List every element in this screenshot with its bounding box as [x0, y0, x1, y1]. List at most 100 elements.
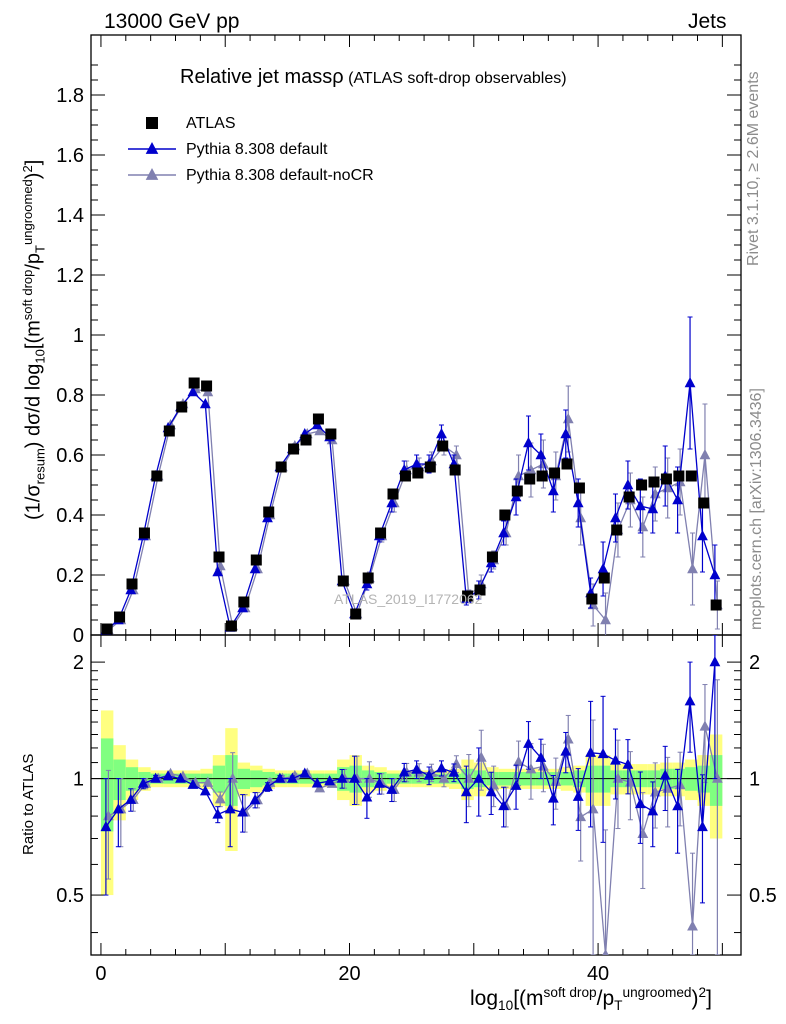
pythia-default-point — [647, 503, 659, 514]
y-tick-label-main: 1.8 — [56, 85, 84, 107]
pythia-nocr-point — [687, 563, 698, 574]
pythia-default-ratio-point — [436, 762, 447, 773]
y-tick-label-main: 0.8 — [56, 385, 84, 407]
atlas-data-point — [573, 482, 585, 494]
pythia-nocr-ratio-point — [475, 751, 487, 762]
x-tick-label: 0 — [95, 963, 106, 985]
y-tick-label-main: 0 — [73, 625, 84, 647]
atlas-data-point — [288, 443, 300, 455]
pythia-default-point — [622, 479, 634, 490]
atlas-data-point — [424, 461, 436, 473]
atlas-data-point — [598, 572, 610, 584]
pythia-nocr-ratio-point — [562, 733, 574, 744]
pythia-default-point — [547, 485, 559, 496]
atlas-data-point — [151, 470, 163, 482]
pythia-nocr-point — [314, 425, 326, 436]
y-axis-title-main: (1/σresum) dσ/d log10[(msoft drop/pTungr… — [20, 159, 48, 520]
chart-title: Relative jet massρ (ATLAS soft-drop obse… — [180, 66, 567, 89]
atlas-data-point — [511, 485, 523, 497]
atlas-data-point — [536, 470, 548, 482]
pythia-default-point — [572, 497, 584, 508]
pythia-default-ratio-point — [398, 766, 410, 777]
pythia-default-ratio-point — [622, 758, 634, 769]
pythia-default-point — [597, 563, 609, 574]
y-tick-label-main: 1.4 — [56, 205, 84, 227]
atlas-data-point — [138, 527, 150, 539]
pythia-default-ratio-point — [386, 783, 398, 794]
pythia-default-point — [672, 494, 684, 505]
pythia-default-ratio-point — [672, 800, 684, 811]
legend-label-default: Pythia 8.308 default — [186, 141, 328, 158]
pythia-default-ratio-point — [709, 656, 721, 667]
pythia-default-ratio-point — [697, 820, 708, 832]
atlas-data-point — [499, 509, 511, 521]
pythia-default-point — [498, 527, 510, 538]
pythia-nocr-point — [637, 521, 649, 532]
pythia-default-point — [249, 563, 261, 574]
y-tick-label-main: 0.6 — [56, 445, 84, 467]
y-tick-label-main: 0.4 — [56, 505, 84, 527]
legend-marker-atlas — [146, 117, 158, 129]
atlas-data-point — [387, 488, 399, 500]
pythia-default-ratio-point — [523, 737, 534, 748]
ratio-band-inner-bin — [598, 765, 611, 793]
ratio-band-inner-bin — [697, 765, 710, 793]
ratio-y-tick-label-right: 1 — [749, 769, 760, 791]
pythia-default-point — [436, 428, 447, 439]
chart-title-main: Relative jet massρ — [180, 66, 344, 88]
atlas-data-point — [188, 377, 200, 389]
pythia-default-ratio-line — [105, 662, 716, 828]
y-tick-label-main: 1.2 — [56, 265, 84, 287]
pythia-default-ratio-series — [100, 635, 721, 904]
pythia-nocr-point — [699, 449, 711, 460]
atlas-data-point — [350, 608, 362, 620]
atlas-data-point — [449, 464, 461, 476]
ratio-y-tick-label: 1 — [73, 769, 84, 791]
pythia-default-ratio-point — [137, 777, 149, 788]
pythia-nocr-point — [562, 413, 574, 424]
atlas-data-point — [238, 596, 250, 608]
atlas-data-point — [561, 458, 573, 470]
atlas-data-point — [549, 467, 561, 479]
x-tick-label: 40 — [587, 963, 609, 985]
pythia-nocr-ratio-point — [687, 920, 698, 931]
pythia-default-ratio-point — [187, 778, 199, 789]
pythia-default-ratio-point — [684, 695, 696, 706]
pythia-nocr-ratio-series — [102, 679, 723, 955]
pythia-default-ratio-point — [460, 786, 472, 797]
chart-title-sub: (ATLAS soft-drop observables) — [348, 70, 567, 87]
atlas-data-point — [412, 467, 424, 479]
ratio-band-inner-bin — [113, 759, 126, 801]
pythia-default-ratio-point — [162, 770, 174, 781]
pythia-nocr-point — [600, 614, 611, 625]
header-right: Jets — [688, 10, 727, 33]
atlas-data-point — [524, 473, 536, 485]
pythia-nocr-point — [513, 470, 524, 481]
atlas-data-point — [611, 524, 623, 536]
legend-marker-default — [145, 142, 159, 154]
pythia-default-ratio-point — [585, 746, 597, 757]
atlas-data-point — [673, 470, 685, 482]
pythia-default-ratio-point — [647, 805, 659, 816]
side-label-mcplots: mcplots.cern.ch [arXiv:1306.3436] — [748, 388, 765, 630]
pythia-nocr-point — [450, 449, 462, 460]
atlas-data-point — [250, 554, 262, 566]
pythia-nocr-ratio-point — [637, 827, 649, 838]
pythia-default-ratio-point — [175, 772, 186, 783]
pythia-nocr-ratio-point — [214, 793, 226, 804]
pythia-default-ratio-point — [299, 767, 311, 778]
atlas-data-point — [337, 575, 349, 587]
atlas-data-point — [300, 434, 312, 446]
pythia-default-ratio-point — [423, 769, 435, 780]
pythia-nocr-main-series — [102, 383, 723, 635]
pythia-default-ratio-point — [485, 786, 497, 797]
watermark-analysis: ATLAS_2019_I1772062 — [334, 591, 483, 607]
pythia-default-point — [709, 569, 721, 580]
pythia-nocr-ratio-point — [711, 772, 723, 783]
pythia-nocr-ratio-point — [438, 772, 450, 783]
atlas-data-point — [225, 620, 237, 632]
legend-label-atlas: ATLAS — [186, 115, 236, 132]
pythia-default-ratio-point — [535, 751, 547, 762]
ratio-y-tick-label-right: 0.5 — [749, 885, 777, 907]
legend-label-nocr: Pythia 8.308 default-noCR — [186, 167, 374, 184]
